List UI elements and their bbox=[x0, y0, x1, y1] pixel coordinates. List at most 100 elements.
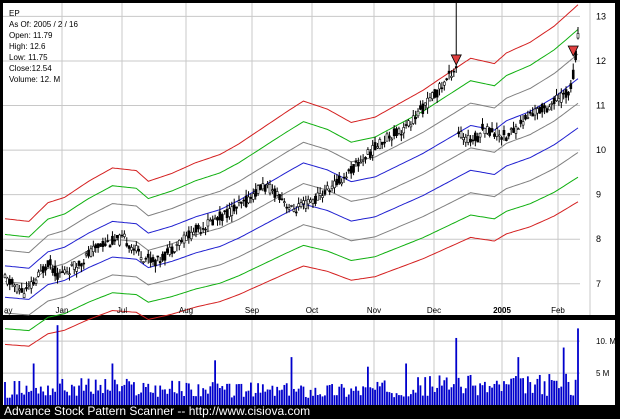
candle-body bbox=[108, 245, 112, 248]
y-tick-label: 7 bbox=[596, 279, 601, 289]
candle-body bbox=[447, 70, 451, 74]
volume-bar bbox=[283, 384, 286, 405]
y-tick-label: 12 bbox=[596, 56, 606, 66]
candle-body bbox=[204, 228, 207, 231]
volume-bar bbox=[347, 394, 350, 405]
candle-body bbox=[490, 128, 494, 133]
candle-body bbox=[8, 279, 12, 285]
candle-body bbox=[278, 194, 281, 200]
candle-body bbox=[483, 128, 487, 134]
volume-bar bbox=[457, 377, 460, 405]
volume-bar bbox=[230, 397, 233, 405]
candle-body bbox=[135, 245, 138, 252]
volume-bar bbox=[218, 388, 221, 405]
volume-bar bbox=[398, 395, 400, 405]
candle-body bbox=[216, 217, 219, 221]
candle-body bbox=[163, 251, 167, 261]
candle-body bbox=[409, 124, 413, 128]
volume-bar bbox=[550, 380, 553, 405]
volume-bar bbox=[73, 386, 76, 405]
candle-body bbox=[96, 243, 100, 249]
candle-body bbox=[130, 247, 133, 251]
volume-bar bbox=[436, 387, 439, 405]
price-panel bbox=[3, 3, 615, 315]
candle-body bbox=[540, 103, 544, 113]
candle-body bbox=[428, 97, 432, 102]
volume-bar bbox=[364, 387, 367, 405]
volume-bar bbox=[135, 395, 138, 405]
candle-body bbox=[349, 166, 353, 174]
candle-body bbox=[63, 269, 66, 274]
volume-bar bbox=[133, 382, 135, 405]
candle-body bbox=[266, 183, 269, 186]
candle-body bbox=[548, 106, 551, 111]
volume-bar bbox=[202, 388, 205, 405]
volume-bar bbox=[429, 376, 431, 405]
candle-body bbox=[404, 124, 408, 126]
candle-body bbox=[187, 230, 191, 239]
candle-body bbox=[390, 138, 394, 141]
volume-bar bbox=[187, 383, 190, 405]
volume-bar bbox=[359, 395, 362, 405]
volume-bar bbox=[395, 393, 398, 405]
volume-bar bbox=[235, 384, 238, 405]
volume-bar bbox=[443, 380, 446, 405]
candle-body bbox=[225, 209, 229, 219]
candle-body bbox=[385, 133, 389, 142]
candle-body bbox=[357, 161, 360, 167]
volume-bar bbox=[164, 389, 166, 405]
volume-bar bbox=[168, 388, 171, 405]
volume-bar bbox=[27, 391, 30, 405]
candle-body bbox=[294, 211, 298, 214]
volume-bar bbox=[16, 394, 18, 405]
volume-bar bbox=[59, 383, 61, 405]
candle-body bbox=[53, 265, 57, 277]
candle-body bbox=[232, 204, 236, 212]
candle-body bbox=[156, 255, 160, 258]
candle-body bbox=[170, 246, 174, 254]
x-tick-label: Jul bbox=[117, 306, 127, 315]
candle-body bbox=[318, 193, 322, 196]
volume-bar bbox=[345, 396, 348, 405]
candle-body bbox=[206, 219, 210, 227]
volume-bar bbox=[400, 395, 403, 405]
candle-body bbox=[407, 120, 410, 127]
volume-bar bbox=[238, 384, 240, 405]
candle-body bbox=[326, 185, 329, 190]
volume-bar bbox=[572, 395, 575, 405]
volume-bar bbox=[307, 397, 310, 405]
volume-bar bbox=[288, 395, 291, 405]
volume-bar bbox=[302, 386, 305, 405]
volume-bar bbox=[54, 391, 57, 405]
volume-bar bbox=[300, 385, 302, 405]
volume-bar bbox=[343, 387, 345, 405]
candle-body bbox=[56, 273, 59, 280]
volume-bar bbox=[269, 389, 271, 405]
candle-body bbox=[20, 288, 24, 293]
candle-body bbox=[259, 184, 262, 191]
candle-body bbox=[497, 134, 501, 137]
candle-body bbox=[244, 195, 248, 207]
volume-bar bbox=[388, 392, 391, 405]
candle-body bbox=[376, 146, 379, 149]
candle-body bbox=[247, 196, 250, 204]
candle-body bbox=[29, 281, 33, 289]
volume-bar bbox=[369, 387, 372, 405]
candle-body bbox=[113, 239, 117, 242]
candle-body bbox=[311, 199, 315, 204]
volume-bar bbox=[106, 389, 109, 405]
volume-bar bbox=[569, 394, 572, 405]
candle-body bbox=[524, 114, 527, 120]
volume-bar bbox=[574, 379, 577, 405]
volume-bar bbox=[207, 393, 209, 405]
candle-body bbox=[180, 240, 183, 242]
envelope-band bbox=[4, 152, 579, 316]
candle-body bbox=[249, 196, 253, 199]
volume-bar bbox=[567, 381, 570, 405]
high-price: High: 12.6 bbox=[9, 42, 46, 51]
candle-body bbox=[493, 133, 496, 137]
candle-body bbox=[314, 195, 317, 204]
volume-bar bbox=[11, 394, 14, 405]
volume-bar bbox=[374, 389, 376, 405]
candle-body bbox=[99, 243, 102, 247]
